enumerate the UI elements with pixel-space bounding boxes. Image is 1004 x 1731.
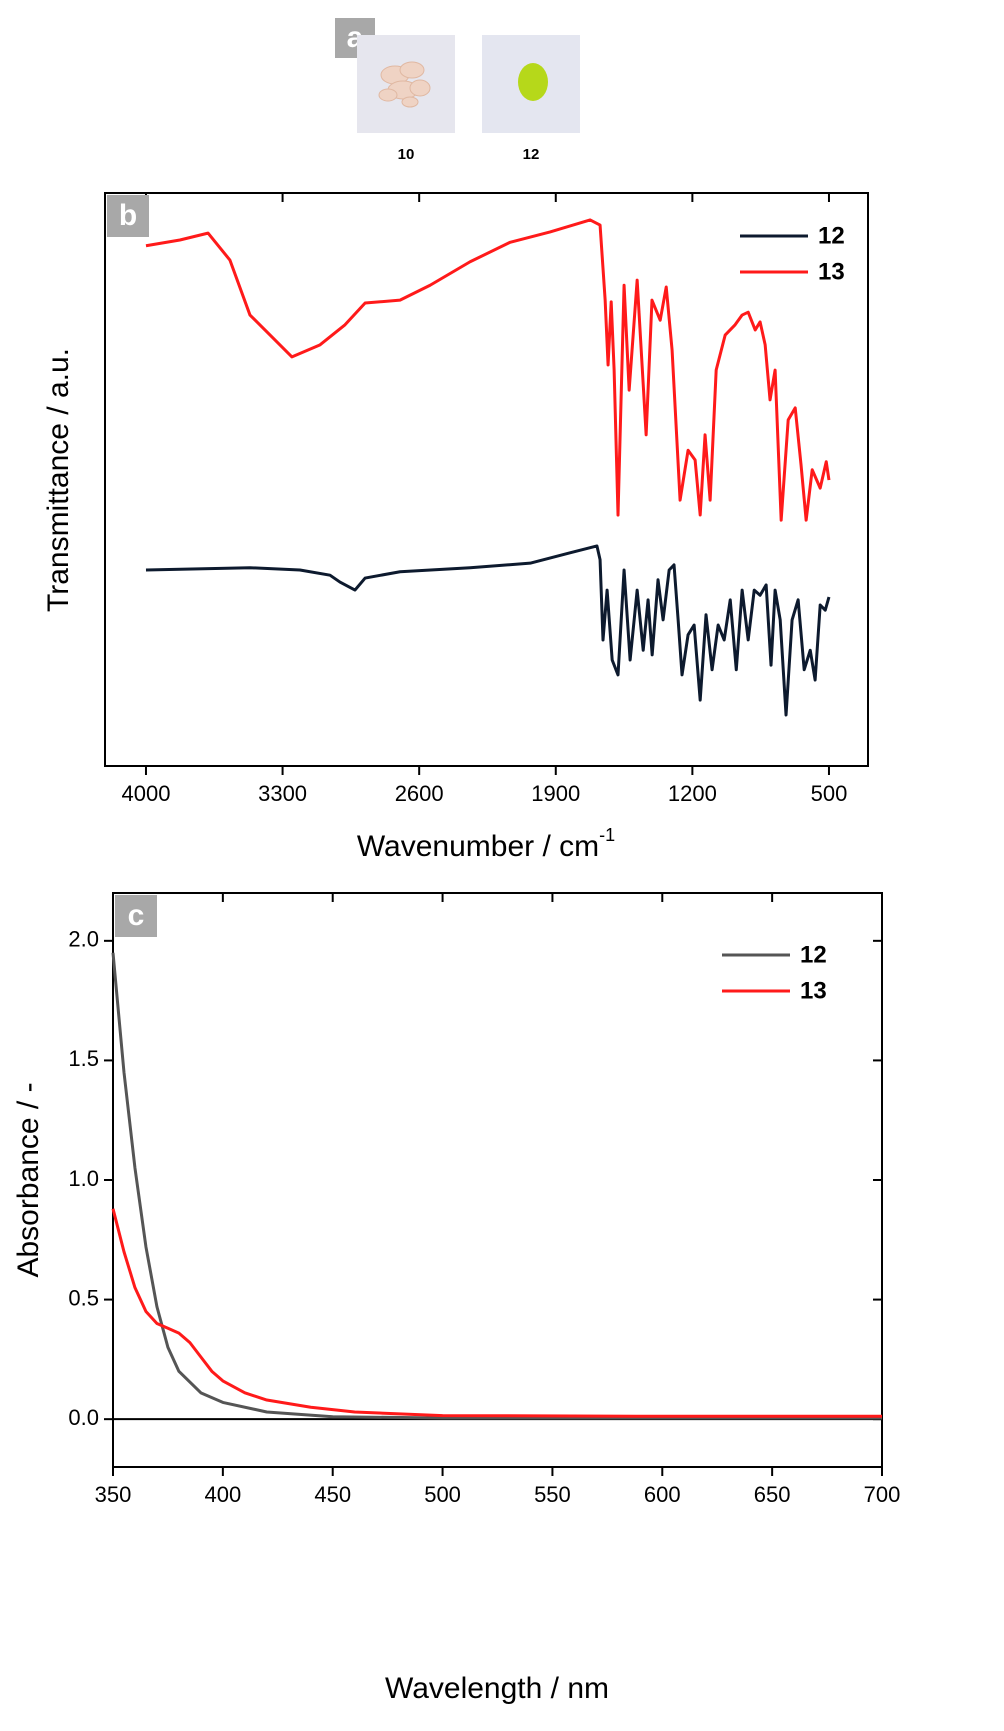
x-axis-label: Wavelength / nm [385,1672,609,1705]
x-tick-label: 1200 [668,781,717,806]
plot-frame [104,192,869,767]
x-axis-label-sup: -1 [599,825,615,845]
x-tick-label: 4000 [122,781,171,806]
panel-label: c [128,899,145,932]
x-tick-label: 500 [811,781,848,806]
x-tick-label: 600 [644,1482,681,1507]
legend-label: 12 [800,941,827,968]
y-tick-label: 1.0 [68,1166,99,1191]
plot-frame [112,892,883,1468]
x-tick-label: 450 [314,1482,351,1507]
x-tick-label: 400 [204,1482,241,1507]
caption: 12 [523,146,540,163]
x-tick-label: 350 [95,1482,132,1507]
x-tick-label: 500 [424,1482,461,1507]
y-axis-label: Absorbance / - [12,1082,45,1277]
panel-label-box [107,195,149,237]
x-tick-label: 2600 [395,781,444,806]
y-axis-label: Transmittance / a.u. [42,348,75,612]
y-tick-label: 0.0 [68,1405,99,1430]
x-tick-label: 550 [534,1482,571,1507]
x-tick-label: 700 [864,1482,901,1507]
x-tick-label: 3300 [258,781,307,806]
caption: 10 [398,146,415,163]
panel-label-box [115,895,157,937]
series-line [145,218,831,522]
x-axis-label-text: Wavelength / nm [385,1672,609,1705]
crystals [378,61,431,108]
legend-label: 13 [818,258,845,285]
series-line [145,544,831,717]
y-tick-label: 0.5 [68,1285,99,1310]
x-tick-label: 1900 [531,781,580,806]
series-line [111,952,882,1420]
y-tick-label: 2.0 [68,927,99,952]
x-axis-label-text: Wavenumber / cm [357,830,599,863]
panel-label: b [119,199,137,232]
series-line [111,1208,882,1418]
legend-label: 12 [818,222,845,249]
green-sample [518,63,548,101]
legend-label: 13 [800,977,827,1004]
x-axis-label: Wavenumber / cm-1 [357,825,615,863]
y-tick-label: 1.5 [68,1046,99,1071]
x-tick-label: 650 [754,1482,791,1507]
